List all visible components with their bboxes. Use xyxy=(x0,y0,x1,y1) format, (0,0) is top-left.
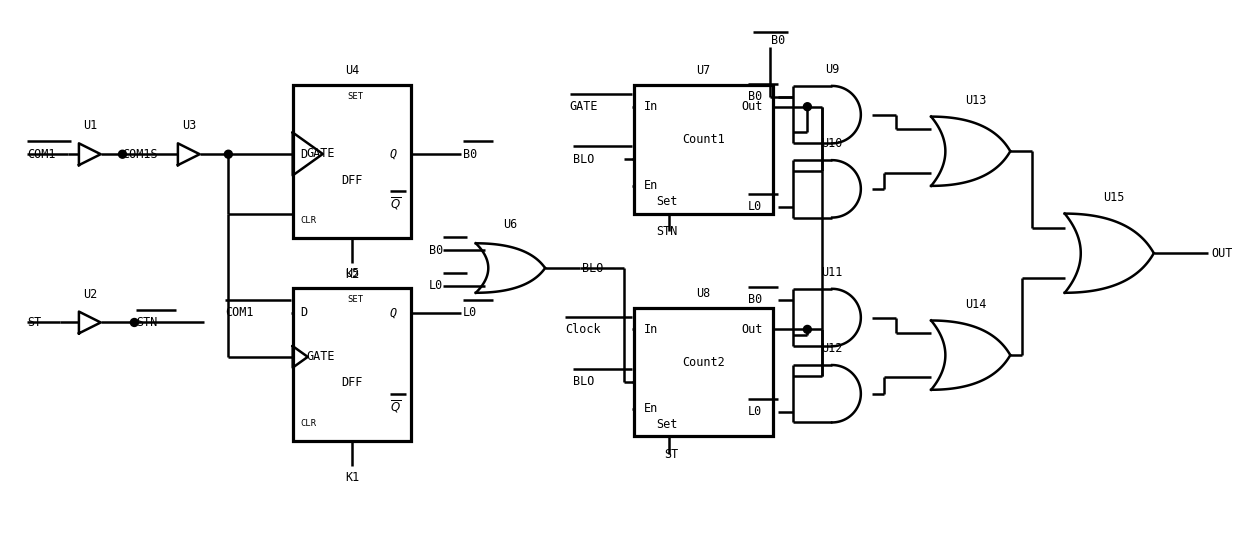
Text: BLO: BLO xyxy=(573,375,594,388)
Text: U15: U15 xyxy=(1104,191,1125,204)
Text: Set: Set xyxy=(656,418,677,431)
Text: L0: L0 xyxy=(429,279,443,292)
Text: Q: Q xyxy=(389,148,397,161)
Text: En: En xyxy=(644,402,658,415)
Text: U14: U14 xyxy=(965,298,986,311)
Circle shape xyxy=(804,325,811,333)
Text: DFF: DFF xyxy=(341,174,363,187)
Text: U4: U4 xyxy=(345,64,360,77)
Text: $\overline{Q}$: $\overline{Q}$ xyxy=(389,195,401,212)
Text: GATE: GATE xyxy=(306,350,335,363)
Text: K2: K2 xyxy=(345,268,360,281)
Text: COM1S: COM1S xyxy=(123,148,157,161)
Text: DFF: DFF xyxy=(341,376,363,389)
Bar xyxy=(293,288,412,441)
Text: CLR: CLR xyxy=(300,419,316,428)
Text: ST: ST xyxy=(27,316,42,329)
Text: COM1: COM1 xyxy=(27,148,56,161)
Text: $\overline{Q}$: $\overline{Q}$ xyxy=(389,399,401,415)
Text: U13: U13 xyxy=(965,94,986,107)
Text: OUT: OUT xyxy=(1211,247,1233,260)
Text: U12: U12 xyxy=(821,342,843,355)
Text: D: D xyxy=(300,306,308,319)
Text: Out: Out xyxy=(742,100,763,113)
Text: BLO: BLO xyxy=(582,262,603,275)
Text: STN: STN xyxy=(656,225,677,238)
Bar xyxy=(293,85,412,238)
Text: En: En xyxy=(644,179,658,192)
Text: U5: U5 xyxy=(345,267,360,280)
Circle shape xyxy=(224,150,232,158)
Text: U1: U1 xyxy=(83,119,97,132)
Text: B0: B0 xyxy=(770,34,785,47)
Text: In: In xyxy=(644,100,658,113)
Text: Count1: Count1 xyxy=(682,133,725,146)
Text: U11: U11 xyxy=(821,266,843,279)
Text: B0: B0 xyxy=(463,148,477,161)
Text: COM1: COM1 xyxy=(226,306,254,319)
Bar xyxy=(634,85,773,213)
Text: Q: Q xyxy=(389,306,397,319)
Text: U7: U7 xyxy=(697,64,711,77)
Text: B0: B0 xyxy=(429,244,443,257)
Text: Clock: Clock xyxy=(565,323,600,336)
Text: U2: U2 xyxy=(83,288,97,301)
Text: L0: L0 xyxy=(748,200,763,213)
Text: B0: B0 xyxy=(748,293,763,306)
Text: Out: Out xyxy=(742,323,763,336)
Text: In: In xyxy=(644,323,658,336)
Bar xyxy=(634,308,773,436)
Text: D: D xyxy=(300,148,308,161)
Circle shape xyxy=(130,319,139,326)
Text: STN: STN xyxy=(136,316,157,329)
Text: Set: Set xyxy=(656,195,677,208)
Text: U9: U9 xyxy=(825,63,839,76)
Circle shape xyxy=(804,103,811,111)
Text: B0: B0 xyxy=(748,90,763,103)
Text: SET: SET xyxy=(347,295,363,304)
Text: GATE: GATE xyxy=(570,100,599,113)
Text: ST: ST xyxy=(663,448,678,461)
Text: Count2: Count2 xyxy=(682,356,725,369)
Text: GATE: GATE xyxy=(306,148,335,161)
Text: BLO: BLO xyxy=(573,153,594,166)
Text: U6: U6 xyxy=(503,218,517,231)
Text: U3: U3 xyxy=(181,119,196,132)
Circle shape xyxy=(119,150,126,158)
Text: L0: L0 xyxy=(748,405,763,418)
Text: K1: K1 xyxy=(345,471,360,484)
Text: L0: L0 xyxy=(463,306,477,319)
Text: U8: U8 xyxy=(697,287,711,300)
Text: U10: U10 xyxy=(821,137,843,150)
Text: SET: SET xyxy=(347,92,363,102)
Text: CLR: CLR xyxy=(300,216,316,225)
